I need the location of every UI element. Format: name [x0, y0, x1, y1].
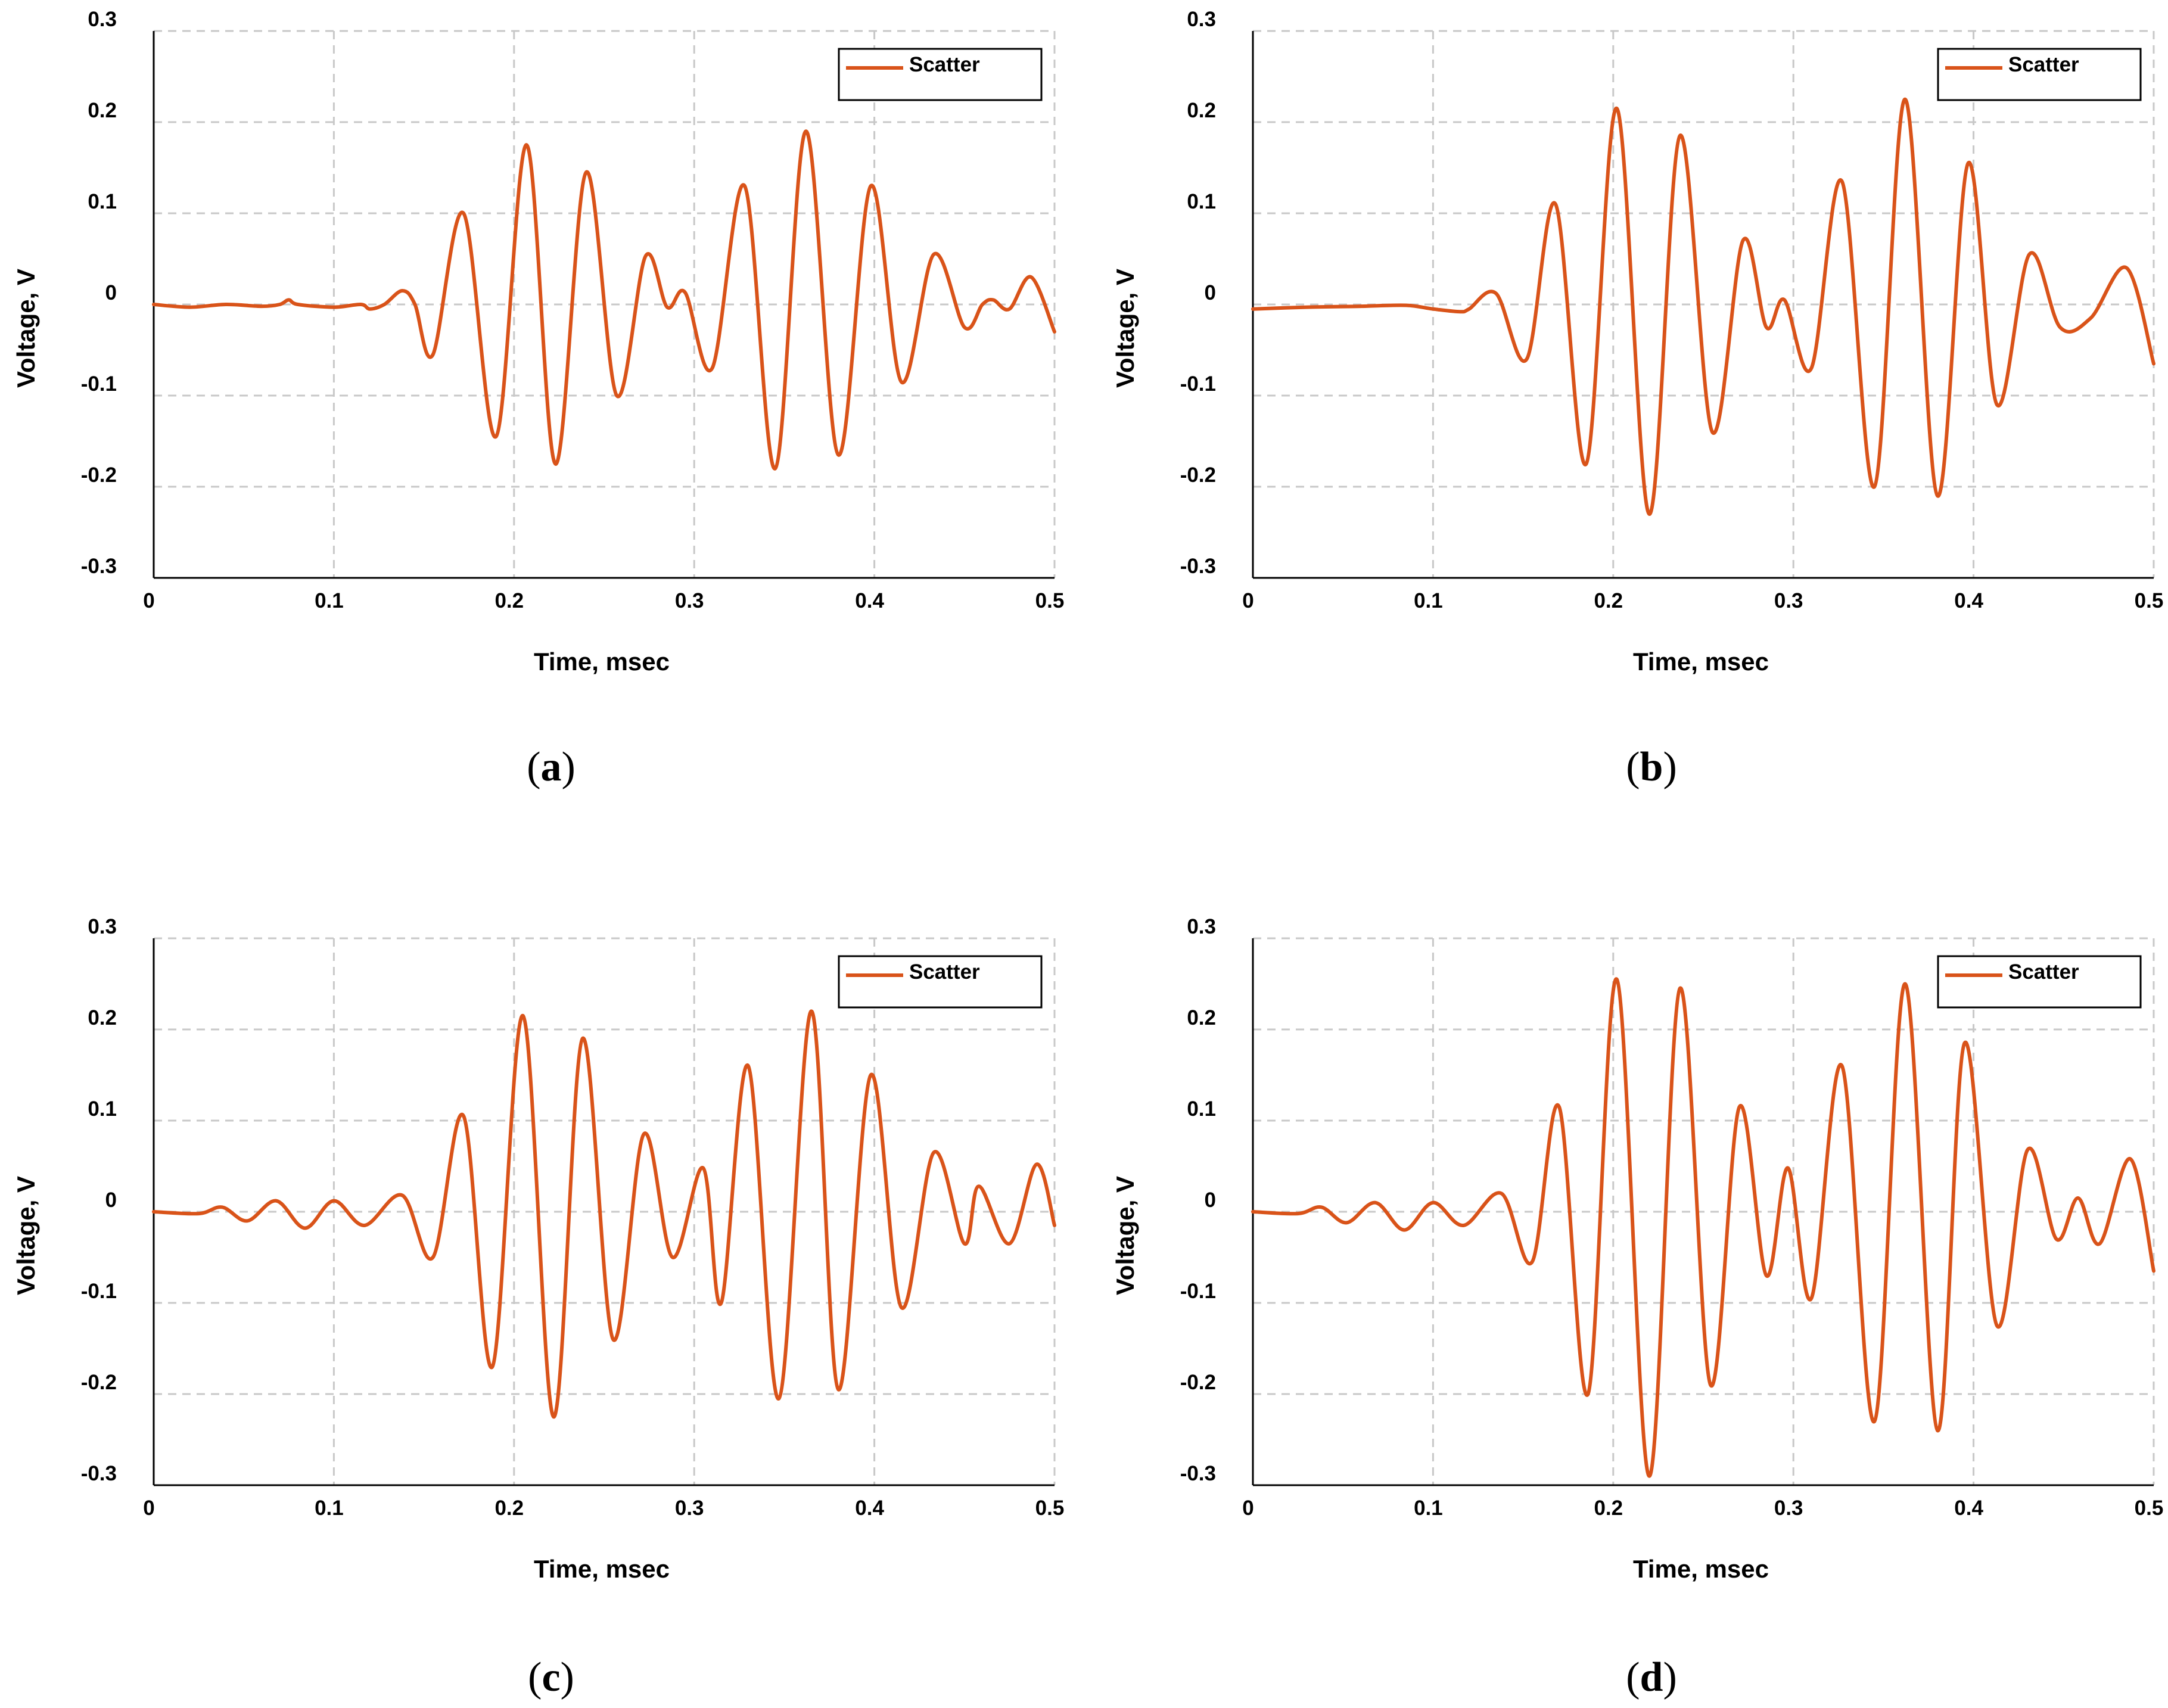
x-tick-label: 0.5: [1035, 589, 1065, 612]
y-axis-label: Voltage, V: [12, 1176, 40, 1295]
chart-panel-c: 0.3 0.2 0.1 0 -0.1 -0.2 -0.3 0 0.1 0.2 0.3 0.4 0.5 Ti…: [12, 915, 1064, 1700]
legend-box: [838, 955, 1043, 1009]
x-tick-label: 0.4: [1954, 589, 1983, 612]
x-tick-label: 0.2: [1594, 589, 1623, 612]
y-tick-label: 0.3: [88, 8, 117, 31]
y-tick-label: -0.3: [81, 1462, 117, 1485]
legend-entry: Scatter: [2008, 960, 2079, 984]
x-tick-label: 0: [143, 1497, 154, 1520]
x-tick-label: 0.3: [1774, 1497, 1803, 1520]
y-tick-label: 0.3: [1187, 915, 1216, 938]
legend: Scatter: [1937, 48, 2142, 101]
legend-box: [1937, 48, 2142, 101]
panel-caption: (d): [1626, 1654, 1677, 1700]
y-tick-label: -0.3: [81, 555, 117, 578]
legend-entry: Scatter: [909, 53, 980, 76]
y-tick-label: -0.1: [1180, 372, 1216, 396]
y-tick-label: 0: [1205, 1189, 1216, 1212]
series-line-scatter: [152, 129, 1056, 471]
x-tick-label: 0.2: [494, 1497, 524, 1520]
x-tick-label: 0.4: [1954, 1497, 1983, 1520]
y-tick-label: 0.1: [88, 190, 117, 213]
panel-letter: a: [541, 744, 562, 790]
y-tick-label: -0.2: [1180, 1371, 1216, 1394]
x-tick-label: 0.3: [1774, 589, 1803, 612]
y-axis-label: Voltage, V: [1111, 269, 1139, 388]
legend: Scatter: [838, 48, 1043, 101]
y-tick-label: 0.1: [88, 1097, 117, 1121]
x-tick-label: 0.4: [855, 1497, 884, 1520]
y-tick-label: -0.1: [81, 1280, 117, 1303]
chart-panel-d: 0.3 0.2 0.1 0 -0.1 -0.2 -0.3 0 0.1 0.2 0.3 0.4 0.5 Ti…: [1111, 915, 2163, 1700]
x-tick-label: 0: [1242, 589, 1253, 612]
y-tick-label: 0: [105, 281, 117, 304]
x-tick-label: 0.3: [675, 589, 704, 612]
x-axis-label: Time, msec: [534, 648, 670, 676]
y-tick-label: 0.1: [1187, 190, 1216, 213]
x-tick-label: 0.1: [315, 589, 344, 612]
y-tick-label: -0.1: [81, 372, 117, 396]
x-axis-label: Time, msec: [534, 1555, 670, 1583]
y-tick-label: 0.3: [88, 915, 117, 938]
x-axis-label: Time, msec: [1633, 1555, 1769, 1583]
x-tick-label: 0: [1242, 1497, 1253, 1520]
y-tick-label: 0.1: [1187, 1097, 1216, 1121]
x-tick-label: 0.5: [2135, 1497, 2164, 1520]
legend-box: [1937, 955, 2142, 1009]
y-axis-label: Voltage, V: [12, 269, 40, 388]
y-tick-label: 0.2: [1187, 1006, 1216, 1029]
y-tick-label: -0.2: [81, 463, 117, 487]
series-line-scatter: [1251, 977, 2155, 1478]
panel-letter: c: [542, 1654, 560, 1700]
chart-panel-a: 0.3 0.2 0.1 0 -0.1 -0.2 -0.3 0 0.1 0.2 0.3 0.4 0.5 Ti…: [12, 8, 1064, 790]
legend-entry: Scatter: [909, 960, 980, 984]
y-axis-label: Voltage, V: [1111, 1176, 1139, 1295]
x-tick-label: 0.1: [315, 1497, 344, 1520]
y-tick-label: -0.1: [1180, 1280, 1216, 1303]
y-tick-label: -0.3: [1180, 555, 1216, 578]
x-tick-label: 0.1: [1414, 589, 1443, 612]
series-line-scatter: [1251, 97, 2155, 516]
legend-box: [838, 48, 1043, 101]
y-tick-label: -0.2: [81, 1371, 117, 1394]
panel-caption: (b): [1626, 744, 1677, 790]
y-tick-label: -0.2: [1180, 463, 1216, 487]
panel-letter: d: [1640, 1654, 1663, 1700]
x-tick-label: 0.5: [1035, 1497, 1065, 1520]
x-tick-label: 0.2: [494, 589, 524, 612]
y-tick-label: 0.2: [88, 99, 117, 122]
series-line-scatter: [152, 1009, 1056, 1419]
chart-panel-b: 0.3 0.2 0.1 0 -0.1 -0.2 -0.3 0 0.1 0.2 0.3 0.4 0.5 Ti…: [1111, 8, 2163, 790]
x-tick-label: 0.1: [1414, 1497, 1443, 1520]
y-tick-label: 0: [1205, 281, 1216, 304]
panel-caption: (a): [527, 744, 576, 790]
panel-caption: (c): [528, 1654, 574, 1700]
legend-entry: Scatter: [2008, 53, 2079, 76]
x-tick-label: 0.3: [675, 1497, 704, 1520]
x-tick-label: 0: [143, 589, 154, 612]
y-tick-label: 0.2: [88, 1006, 117, 1029]
y-tick-label: 0.3: [1187, 8, 1216, 31]
y-tick-label: -0.3: [1180, 1462, 1216, 1485]
x-tick-label: 0.5: [2135, 589, 2164, 612]
legend: Scatter: [838, 955, 1043, 1009]
y-tick-label: 0.2: [1187, 99, 1216, 122]
x-tick-label: 0.2: [1594, 1497, 1623, 1520]
x-tick-label: 0.4: [855, 589, 884, 612]
x-axis-label: Time, msec: [1633, 648, 1769, 676]
legend: Scatter: [1937, 955, 2142, 1009]
panel-letter: b: [1640, 744, 1663, 790]
y-tick-label: 0: [105, 1189, 117, 1212]
